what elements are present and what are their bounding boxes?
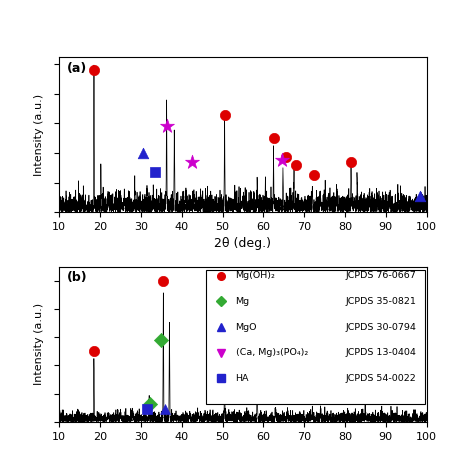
Text: Mg(OH)₂: Mg(OH)₂ [236, 272, 275, 280]
Text: MgO: MgO [236, 323, 257, 332]
Text: JCPDS 54-0022: JCPDS 54-0022 [346, 374, 417, 383]
Y-axis label: Intensity (a.u.): Intensity (a.u.) [34, 303, 44, 385]
Point [146, 400, 154, 407]
Y-axis label: Intensity (a.u.): Intensity (a.u.) [34, 93, 44, 175]
Point [221, 111, 228, 118]
Point [278, 156, 285, 164]
X-axis label: 2θ (deg.): 2θ (deg.) [214, 237, 272, 250]
Text: (a): (a) [66, 62, 87, 74]
Point [268, 387, 275, 394]
Point [139, 149, 147, 157]
Point [417, 192, 424, 200]
Point [292, 161, 300, 169]
Point [254, 336, 261, 344]
Point [282, 154, 290, 161]
Point [143, 405, 151, 413]
Text: Mg: Mg [236, 297, 250, 306]
Point [221, 332, 228, 339]
Text: (b): (b) [66, 271, 87, 284]
Text: HA: HA [236, 374, 249, 383]
Text: JCPDS 30-0794: JCPDS 30-0794 [346, 323, 417, 332]
Bar [206, 270, 425, 404]
Text: JCPDS 13-0404: JCPDS 13-0404 [346, 348, 417, 357]
Text: JCPDS 76-0667: JCPDS 76-0667 [346, 272, 417, 280]
Point [310, 172, 318, 179]
Point [270, 135, 277, 142]
Text: (Ca, Mg)₃(PO₄)₂: (Ca, Mg)₃(PO₄)₂ [236, 348, 308, 357]
Point [163, 123, 170, 130]
Point [157, 336, 165, 344]
Point [160, 277, 167, 284]
Point [151, 168, 159, 176]
Point [90, 347, 98, 355]
Point [90, 66, 98, 74]
Point [347, 158, 355, 166]
Point [188, 158, 196, 166]
Point [161, 405, 168, 413]
Text: JCPDS 35-0821: JCPDS 35-0821 [346, 297, 417, 306]
